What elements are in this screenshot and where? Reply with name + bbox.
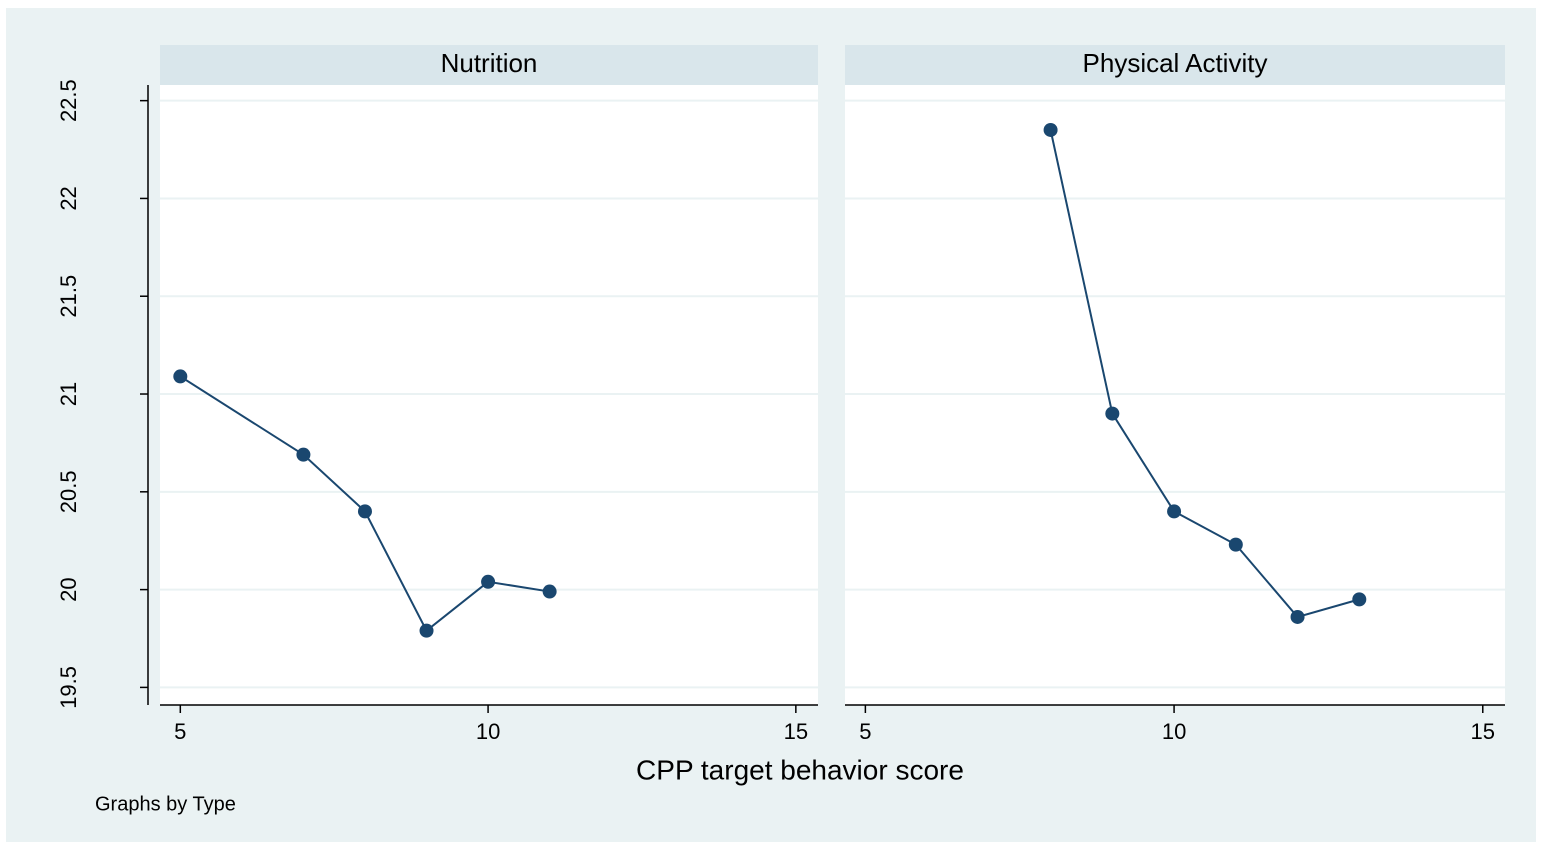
data-point xyxy=(542,584,557,599)
x-tick-label: 15 xyxy=(784,719,808,744)
y-tick-label: 21.5 xyxy=(56,275,81,318)
data-line xyxy=(1049,129,1360,619)
x-tick-label: 15 xyxy=(1471,719,1495,744)
data-point xyxy=(1228,537,1243,552)
y-tick-label: 22.5 xyxy=(56,79,81,122)
data-line xyxy=(179,375,550,633)
y-tick-label: 22 xyxy=(56,186,81,210)
x-axis-title: CPP target behavior score xyxy=(636,754,964,785)
panel-title: Nutrition xyxy=(441,48,538,78)
x-tick-label: 10 xyxy=(1162,719,1186,744)
data-point xyxy=(296,447,311,462)
data-point xyxy=(1167,504,1182,519)
note: Graphs by Type xyxy=(95,793,236,815)
x-tick-label: 5 xyxy=(174,719,186,744)
data-point xyxy=(1105,406,1120,421)
x-tick-label: 10 xyxy=(476,719,500,744)
data-point xyxy=(173,369,188,384)
panel-title: Physical Activity xyxy=(1083,48,1268,78)
panel-header xyxy=(845,45,1505,85)
y-tick-label: 20 xyxy=(56,577,81,601)
y-tick-label: 21 xyxy=(56,382,81,406)
data-point xyxy=(481,574,496,589)
data-point xyxy=(1043,122,1058,137)
y-tick-label: 20.5 xyxy=(56,470,81,513)
y-tick-label: 19.5 xyxy=(56,666,81,709)
x-tick-label: 5 xyxy=(859,719,871,744)
data-point xyxy=(1290,609,1305,624)
data-point xyxy=(1352,592,1367,607)
panel-header xyxy=(160,45,818,85)
data-point xyxy=(357,504,372,519)
data-point xyxy=(419,623,434,638)
